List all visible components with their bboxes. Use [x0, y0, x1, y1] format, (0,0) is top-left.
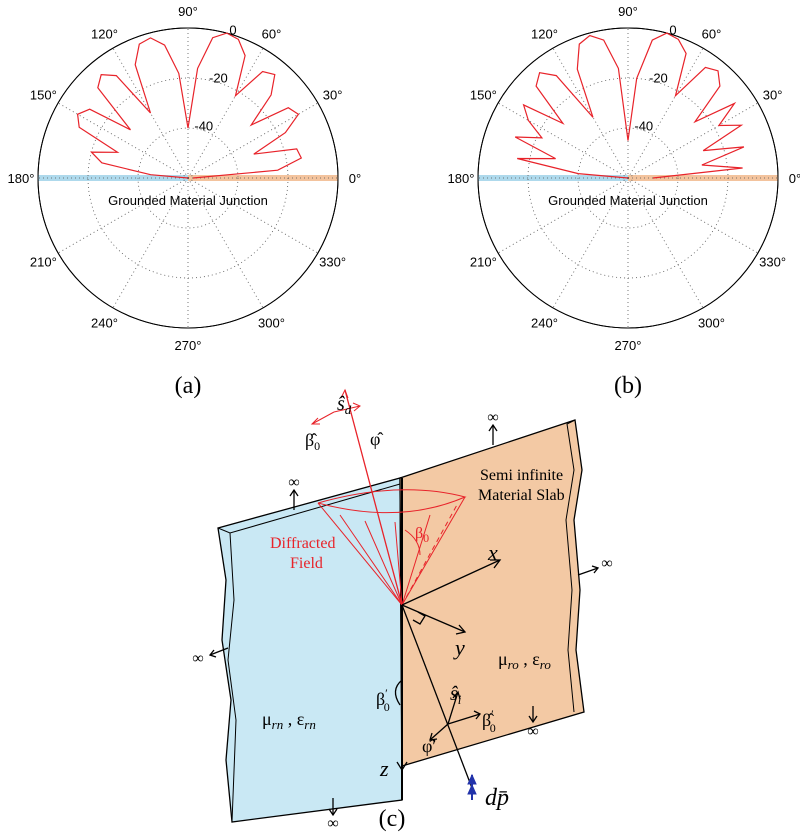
radial-grid-line: [188, 48, 263, 178]
caption: (a): [175, 373, 202, 399]
sub: 0: [384, 700, 390, 714]
theta-tick-label: 0°: [349, 171, 361, 186]
infinity: ∞: [601, 555, 612, 572]
sym: ŝ: [337, 393, 345, 415]
theta-tick-label: 270°: [615, 338, 642, 353]
theta-tick-label: 300°: [258, 316, 285, 331]
r-tick-label: -40: [634, 118, 653, 133]
infinity: ∞: [327, 815, 338, 832]
radial-grid-line: [498, 103, 628, 178]
annotation: Grounded Material Junction: [108, 193, 268, 208]
theta-tick-label: 210°: [470, 255, 497, 270]
sym: β: [415, 525, 423, 542]
pattern-line: [515, 33, 744, 178]
theta-tick-label: 270°: [175, 338, 202, 353]
radial-grid-line: [628, 48, 703, 178]
axis-label: z: [379, 756, 389, 781]
radial-grid-line: [628, 103, 758, 178]
theta-tick-label: 120°: [531, 26, 558, 41]
sub: d: [345, 402, 352, 417]
theta-tick-label: 60°: [262, 26, 282, 41]
sub: 0: [423, 531, 429, 545]
theta-tick-label: 180°: [448, 171, 475, 186]
sub: rn: [304, 717, 316, 732]
infinity: ∞: [192, 650, 203, 667]
infinity: ∞: [487, 409, 498, 426]
sub: 0: [490, 721, 496, 735]
theta-tick-label: 60°: [702, 26, 722, 41]
caption: (b): [614, 373, 642, 399]
sym: ŝ: [450, 683, 458, 705]
theta-tick-label: 150°: [470, 88, 497, 103]
slab-label: Semi infinite: [480, 467, 563, 484]
polar-plot: 0° 30° 60° 90° 120° 150° 180° 210° 240° 270° 300° 3…: [8, 4, 362, 399]
theta-tick-label: 330°: [319, 255, 346, 270]
theta-tick-label: 300°: [698, 316, 725, 331]
sym: μ: [262, 709, 272, 729]
sym: , ε: [519, 649, 541, 669]
infinity: ∞: [288, 474, 299, 491]
theta-tick-label: 180°: [8, 171, 35, 186]
r-tick-label: -20: [209, 71, 228, 86]
sub: ro: [540, 657, 552, 672]
theta-tick-label: 30°: [763, 88, 783, 103]
sup: ′: [491, 707, 494, 721]
theta-tick-label: 150°: [30, 88, 57, 103]
phi-prime-hat: φ̂′: [422, 736, 436, 756]
sub: ro: [508, 657, 520, 672]
dp: dp̄: [485, 785, 509, 811]
source-arrow: [468, 775, 476, 800]
sub: i: [458, 692, 462, 707]
blue-slab: [218, 478, 402, 822]
polar-plot: 0° 30° 60° 90° 120° 150° 180° 210° 240° 270° 300° 3…: [448, 4, 800, 399]
theta-tick-label: 210°: [30, 255, 57, 270]
sym: μ: [498, 649, 508, 669]
sub: rn: [272, 717, 284, 732]
theta-tick-label: 330°: [759, 255, 786, 270]
theta-tick-label: 120°: [91, 26, 118, 41]
radial-grid-line: [628, 178, 758, 253]
phi-hat: φ̂: [370, 429, 383, 449]
radial-grid-line: [553, 48, 628, 178]
figure: 0° 30° 60° 90° 120° 150° 180° 210° 240° 270° 300° 3…: [0, 0, 800, 832]
theta-tick-label: 30°: [323, 88, 343, 103]
theta-tick-label: 90°: [178, 4, 198, 19]
sup: ′: [385, 686, 388, 700]
diagram: Semi infinite Material Slab Diffracted F…: [192, 390, 612, 832]
theta-tick-label: 90°: [618, 4, 638, 19]
r-tick-label: -20: [649, 71, 668, 86]
theta-tick-label: 0°: [789, 171, 800, 186]
annotation: Grounded Material Junction: [548, 193, 708, 208]
junction-right: [628, 175, 778, 181]
axis-label: x: [487, 540, 498, 565]
theta-tick-label: 240°: [91, 316, 118, 331]
r-tick-label: -40: [194, 118, 213, 133]
slab-label: Material Slab: [478, 487, 565, 504]
radial-grid-line: [498, 178, 628, 253]
radial-grid-line: [58, 178, 188, 253]
pattern-line: [78, 33, 302, 178]
polar-plots: 0° 30° 60° 90° 120° 150° 180° 210° 240° 270° 300° 3…: [8, 4, 800, 399]
field-label: Field: [290, 555, 323, 572]
axis-label: y: [453, 635, 465, 660]
caption: (c): [379, 806, 406, 832]
infinity: ∞: [527, 723, 538, 740]
beta0-hat: β̂0: [305, 430, 320, 453]
sym: , ε: [283, 709, 305, 729]
field-label: Diffracted: [270, 535, 335, 552]
sub: 0: [314, 439, 320, 453]
radial-grid-line: [188, 178, 318, 253]
s-d: ŝd: [337, 393, 352, 417]
theta-tick-label: 240°: [531, 316, 558, 331]
